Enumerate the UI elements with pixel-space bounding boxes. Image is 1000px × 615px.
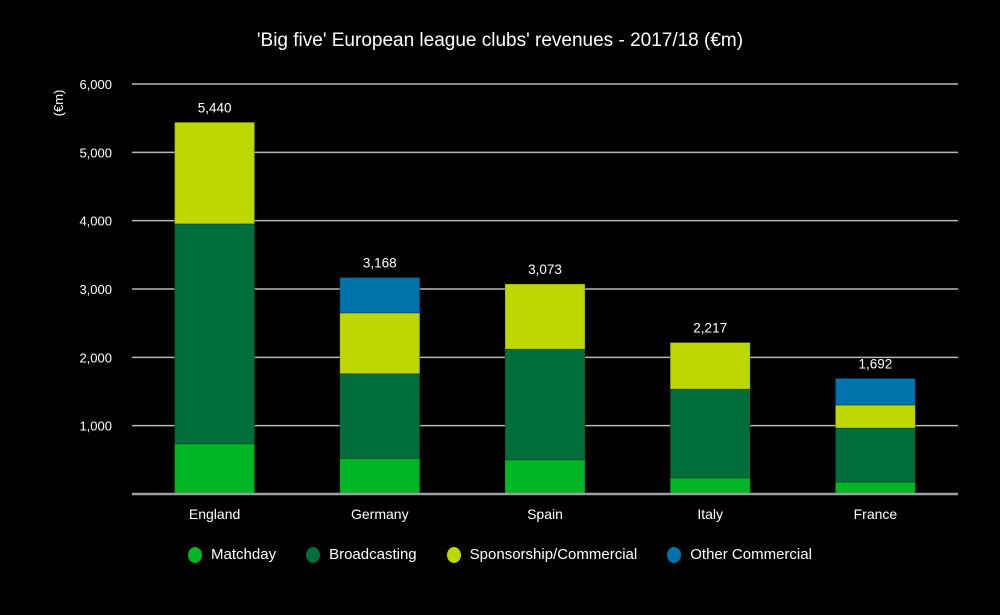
- bars: [174, 121, 916, 495]
- legend-label: Matchday: [211, 546, 277, 563]
- bar-segment-sponsorship-commercial-germany: [339, 312, 421, 375]
- bar-segment-broadcasting-germany: [339, 373, 421, 459]
- x-axis-labels: England Germany Spain Italy France: [189, 506, 897, 522]
- y-tick-label: 2,000: [79, 350, 112, 365]
- legend-item: Sponsorship/Commercial: [446, 546, 638, 563]
- bar-segment-broadcasting-spain: [504, 348, 586, 461]
- legend-swatch-icon: [188, 546, 203, 563]
- bar-segment-matchday-england: [174, 443, 256, 495]
- bar-segment-sponsorship-commercial-italy: [669, 342, 751, 390]
- bar-segment-other-commercial-germany: [339, 277, 421, 314]
- bar-segment-sponsorship-commercial-spain: [504, 283, 586, 350]
- y-axis-label: (€m): [51, 90, 66, 117]
- legend-item: Broadcasting: [306, 546, 417, 563]
- y-tick-label: 1,000: [79, 419, 112, 434]
- legend-label: Sponsorship/Commercial: [469, 546, 638, 563]
- legend-item: Other Commercial: [667, 546, 812, 563]
- legend: Matchday Broadcasting Sponsorship/Commerci…: [0, 546, 1000, 563]
- legend-swatch-icon: [446, 546, 461, 563]
- legend-label: Broadcasting: [329, 546, 417, 563]
- legend-swatch-icon: [667, 546, 682, 563]
- total-label: 3,073: [528, 262, 562, 277]
- bar-segment-matchday-italy: [669, 477, 751, 495]
- total-label: 5,440: [198, 100, 232, 115]
- bar-segment-broadcasting-england: [174, 223, 256, 445]
- bar-segment-broadcasting-france: [834, 427, 916, 483]
- y-tick-label: 5,000: [79, 145, 112, 160]
- bar-segment-matchday-spain: [504, 459, 586, 495]
- x-tick-label: France: [854, 506, 898, 522]
- chart-title: 'Big five' European league clubs' revenu…: [256, 30, 744, 51]
- y-axis-ticks: 1,000 2,000 3,000 4,000 5,000 6,000: [79, 77, 112, 434]
- bar-segment-sponsorship-commercial-france: [834, 404, 916, 429]
- bar-segment-broadcasting-italy: [669, 388, 751, 479]
- y-tick-label: 4,000: [79, 214, 112, 229]
- legend-label: Other Commercial: [690, 546, 812, 563]
- y-tick-label: 6,000: [79, 77, 112, 92]
- total-label: 2,217: [693, 321, 727, 336]
- bar-segment-other-commercial-france: [834, 377, 916, 406]
- total-labels: 5,440 3,168 3,073 2,217 1,692: [198, 100, 893, 371]
- bar-segment-matchday-france: [834, 481, 916, 495]
- x-tick-label: Italy: [697, 506, 723, 522]
- y-tick-label: 3,000: [79, 282, 112, 297]
- x-tick-label: Germany: [351, 506, 409, 522]
- x-tick-label: Spain: [527, 506, 563, 522]
- legend-item: Matchday: [188, 546, 276, 563]
- bar-segment-matchday-germany: [339, 457, 421, 495]
- x-tick-label: England: [189, 506, 240, 522]
- bar-segment-sponsorship-commercial-england: [174, 121, 256, 225]
- legend-swatch-icon: [306, 546, 321, 563]
- total-label: 3,168: [363, 256, 397, 271]
- total-label: 1,692: [859, 356, 893, 371]
